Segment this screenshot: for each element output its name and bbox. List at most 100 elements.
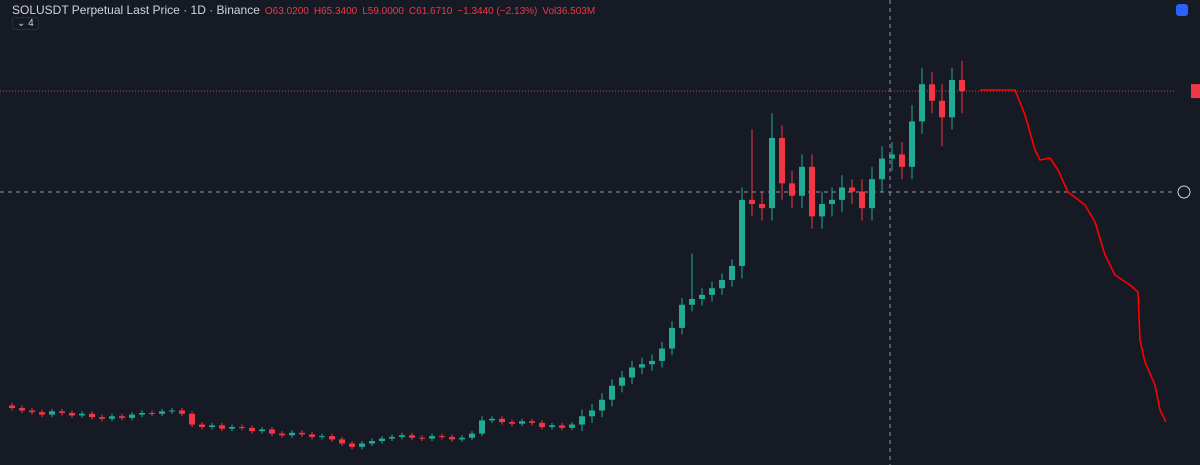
candle-body <box>39 412 45 415</box>
candle-body <box>219 425 225 429</box>
candle-body <box>579 416 585 425</box>
candle-body <box>239 427 245 429</box>
candle-body <box>919 84 925 122</box>
candle-body <box>249 427 255 432</box>
candle-body <box>929 84 935 101</box>
candle-body <box>649 360 655 365</box>
candle-body <box>29 410 35 413</box>
candle-body <box>569 424 575 428</box>
candle-body <box>299 432 305 435</box>
candle-body <box>909 121 915 167</box>
legend-close: C61.6710 <box>408 6 453 17</box>
last-price-tag <box>1191 84 1200 99</box>
candle-body <box>659 348 665 361</box>
candle-body <box>629 367 635 378</box>
candle-body <box>349 443 355 447</box>
candle-body <box>589 410 595 417</box>
candle-body <box>469 433 475 438</box>
candle-body <box>269 429 275 434</box>
candle-body <box>329 436 335 440</box>
candle-body <box>749 199 755 205</box>
candle-body <box>69 412 75 416</box>
legend-change: −1.3440 (−2.13%) <box>457 6 538 17</box>
candle-body <box>759 204 765 209</box>
settings-button[interactable] <box>1176 4 1188 16</box>
candle-body <box>519 421 525 424</box>
candle-body <box>139 412 145 415</box>
candle-body <box>899 154 905 167</box>
candle-body <box>869 179 875 209</box>
candle-body <box>79 413 85 416</box>
candle-body <box>289 432 295 436</box>
candle-body <box>399 435 405 437</box>
candle-body <box>599 399 605 411</box>
indicator-count: 4 <box>28 18 34 29</box>
candle-body <box>409 435 415 438</box>
candle-body <box>769 137 775 209</box>
candle-body <box>509 422 515 424</box>
candle-body <box>49 411 55 415</box>
crosshair-plus-button[interactable] <box>1177 185 1191 199</box>
candle-body <box>89 413 95 418</box>
candle-body <box>119 416 125 418</box>
candle-body <box>889 154 895 159</box>
candle-body <box>419 437 425 439</box>
candle-body <box>259 429 265 432</box>
candle-body <box>449 436 455 440</box>
candle-body <box>129 414 135 418</box>
candle-body <box>609 385 615 400</box>
candle-body <box>739 199 745 266</box>
candle-body <box>949 79 955 118</box>
candle-body <box>379 438 385 442</box>
candle-body <box>19 408 25 411</box>
candle-body <box>719 279 725 289</box>
candle-body <box>839 187 845 200</box>
candle-body <box>179 410 185 414</box>
candle-body <box>59 411 65 413</box>
candle-body <box>489 418 495 421</box>
candle-body <box>189 413 195 425</box>
candle-body <box>149 412 155 414</box>
candle-body <box>199 424 205 428</box>
candle-body <box>619 377 625 386</box>
candle-body <box>879 158 885 180</box>
candle-body <box>859 191 865 209</box>
indicators-toggle[interactable]: ⌄ 4 <box>12 17 39 30</box>
candle-body <box>439 436 445 438</box>
candle-body <box>679 304 685 328</box>
candle-body <box>9 405 15 409</box>
candle-body <box>479 420 485 434</box>
candle-body <box>319 436 325 438</box>
legend-open: O63.0200 <box>264 6 309 17</box>
legend: SOLUSDT Perpetual Last Price · 1D · Bina… <box>12 3 595 17</box>
candle-body <box>459 437 465 440</box>
drawn-projection-line <box>980 89 1167 423</box>
candle-body <box>709 288 715 295</box>
candle-body <box>549 425 555 428</box>
candle-body <box>389 436 395 439</box>
candle-body <box>159 411 165 414</box>
symbol-title: SOLUSDT Perpetual Last Price · 1D · Bina… <box>12 3 260 17</box>
candle-body <box>849 187 855 192</box>
candle-body <box>99 417 105 419</box>
legend-volume: Vol36.503M <box>542 6 596 17</box>
candle-body <box>939 100 945 118</box>
candle-body <box>209 425 215 428</box>
candle-body <box>279 433 285 436</box>
candle-body <box>829 199 835 205</box>
candle-body <box>809 166 815 217</box>
candle-body <box>669 327 675 349</box>
candle-body <box>369 441 375 444</box>
legend-low: L59.0000 <box>362 6 404 17</box>
candle-body <box>309 434 315 437</box>
candle-body <box>339 439 345 444</box>
candle-body <box>429 436 435 439</box>
price-axis <box>1176 0 1200 465</box>
candle-body <box>689 298 695 305</box>
candle-body <box>169 410 175 412</box>
candle-body <box>229 427 235 429</box>
candle-body <box>799 166 805 196</box>
candle-body <box>729 265 735 280</box>
